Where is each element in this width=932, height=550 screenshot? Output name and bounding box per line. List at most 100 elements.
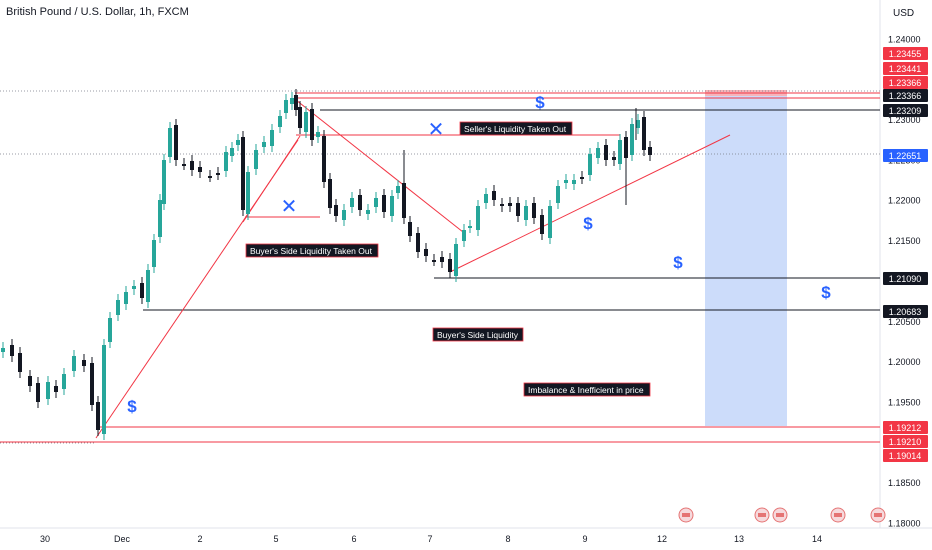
imbalance-zone [705,92,787,426]
candle-body [322,136,326,182]
candle-body [236,140,240,145]
candle-body [532,203,536,218]
candle-body [190,161,194,170]
price-tag [883,272,928,285]
candle-body [440,257,444,262]
dollar-marker: $ [821,283,831,302]
candle-body [90,363,94,405]
price-tag-label: 1.19210 [889,437,922,447]
price-tick-label: 1.20000 [888,357,921,367]
candle-body [108,318,112,342]
candle-body [636,120,640,128]
candle-body [82,360,86,366]
currency-label: USD [893,8,915,19]
candle-body [168,128,172,157]
date-tick-label: 9 [582,534,587,544]
candle-body [334,205,338,216]
date-tick-label: Dec [114,534,131,544]
price-tag [883,435,928,448]
dollar-marker: $ [535,93,545,112]
date-tick-label: 12 [657,534,667,544]
price-tag [883,421,928,434]
price-tick-label: 1.18000 [888,518,921,528]
candle-body [604,145,608,160]
candle-body [366,210,370,214]
candle-body [432,260,436,262]
candle-body [54,386,58,392]
price-tag [883,104,928,117]
candle-body [476,206,480,230]
price-tag [883,89,928,102]
price-tag [883,305,928,318]
candle-body [18,353,22,372]
price-tick-label: 1.23000 [888,115,921,125]
candle-body [246,172,250,214]
candle-body [424,249,428,256]
candle-body [642,117,646,150]
price-tick-label: 1.21500 [888,236,921,246]
candle-body [36,383,40,402]
trendline-down [295,99,464,233]
candle-body [72,356,76,371]
price-tag [883,76,928,89]
cross-marker: ✕ [281,194,298,218]
annotation-label: Seller's Liquidity Taken Out [464,124,567,134]
candle-body [448,259,452,272]
candle-body [10,345,14,356]
candle-body [158,200,162,237]
flag-icon [834,513,842,517]
candle-body [116,300,120,315]
trendline-up [449,134,731,273]
date-tick-label: 5 [273,534,278,544]
trendline-mid [242,135,301,223]
candle-body [342,210,346,220]
candle-body [224,152,228,171]
candle-body [408,222,412,236]
date-tick-label: 30 [40,534,50,544]
annotation-label: Imbalance & Inefficient in price [528,385,644,395]
price-tag-label: 1.20683 [889,307,922,317]
flag-icon [682,513,690,517]
price-tag-label: 1.21090 [889,274,922,284]
candle-body [102,345,106,434]
candle-body [396,186,400,193]
chart-title: British Pound / U.S. Dollar, 1h, FXCM [6,6,189,18]
annotation-label: Buyer's Side Liquidity [437,330,519,340]
annotation-label: Buyer's Side Liquidity Taken Out [250,246,373,256]
candle-body [290,98,294,104]
price-tick-label: 1.18500 [888,478,921,488]
candle-body [140,283,144,298]
candle-body [216,173,220,175]
candle-body [284,100,288,113]
candle-body [416,233,420,252]
candle-body [648,147,652,155]
candle-body [524,206,528,220]
price-tag-label: 1.19212 [889,423,922,433]
candle-body [146,270,150,302]
annotation-box [245,243,379,258]
candle-body [358,195,362,210]
candle-body [630,124,634,155]
candle-body [454,244,458,276]
candle-body [294,95,298,110]
price-tag-label: 1.23366 [889,78,922,88]
annotation-box [432,327,524,342]
dollar-marker: $ [673,253,683,272]
candle-body [580,177,584,179]
cross-marker: ✕ [428,117,445,141]
candle-body [468,226,472,228]
candle-body [198,167,202,172]
candle-body [540,215,544,234]
candle-body [96,402,100,430]
annotation-box [523,382,651,397]
dollar-marker: $ [583,214,593,233]
candle-body [612,157,616,160]
candle-body [484,194,488,203]
candle-body [124,292,128,304]
candle-body [588,154,592,175]
date-tick-label: 6 [351,534,356,544]
candle-body [262,142,266,147]
candle-body [62,374,66,389]
